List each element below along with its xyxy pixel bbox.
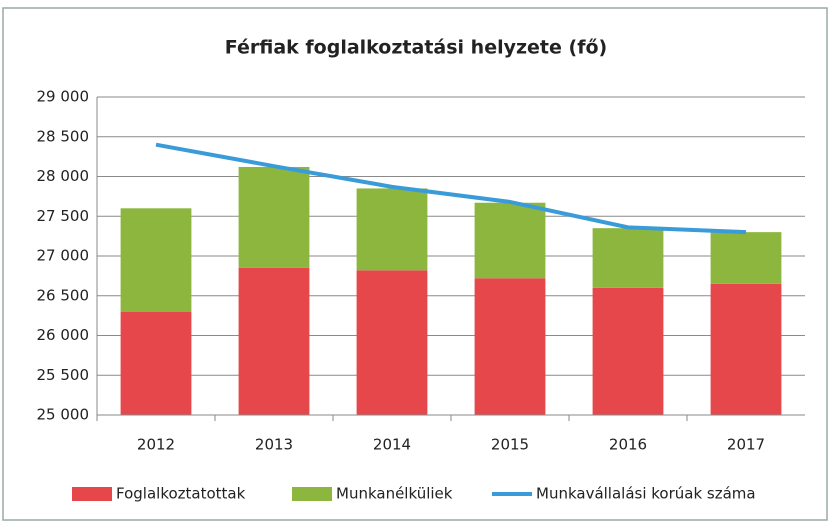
x-tick-label: 2013	[255, 436, 293, 454]
y-tick-label: 28 000	[37, 167, 90, 185]
y-tick-label: 28 500	[37, 127, 90, 145]
y-tick-label: 26 500	[37, 286, 90, 304]
y-tick-label: 29 000	[37, 88, 90, 106]
bar	[474, 202, 546, 279]
legend-label: Foglalkoztatottak	[116, 485, 246, 503]
bar	[238, 267, 310, 415]
legend-swatch	[72, 487, 112, 501]
bar	[120, 208, 192, 312]
bar	[592, 228, 664, 288]
chart-title: Férfiak foglalkoztatási helyzete (fő)	[225, 37, 607, 59]
y-tick-label: 27 000	[37, 247, 90, 265]
x-tick-label: 2012	[137, 436, 175, 454]
y-tick-label: 25 500	[37, 366, 90, 384]
x-tick-label: 2017	[727, 436, 765, 454]
bar	[356, 270, 428, 415]
line	[155, 142, 747, 235]
legend-swatch	[292, 487, 332, 501]
bar	[238, 166, 310, 268]
bar	[710, 283, 782, 415]
legend-label: Munkavállalási korúak száma	[536, 485, 756, 503]
x-tick-label: 2014	[373, 436, 411, 454]
bar	[356, 188, 428, 271]
x-tick-label: 2015	[491, 436, 529, 454]
y-tick-label: 27 500	[37, 207, 90, 225]
legend-label: Munkanélküliek	[336, 485, 453, 503]
bar	[474, 278, 546, 415]
bar	[120, 311, 192, 415]
bar	[592, 287, 664, 415]
bar	[710, 232, 782, 284]
y-tick-label: 25 000	[37, 406, 90, 424]
y-tick-label: 26 000	[37, 326, 90, 344]
x-tick-label: 2016	[609, 436, 647, 454]
